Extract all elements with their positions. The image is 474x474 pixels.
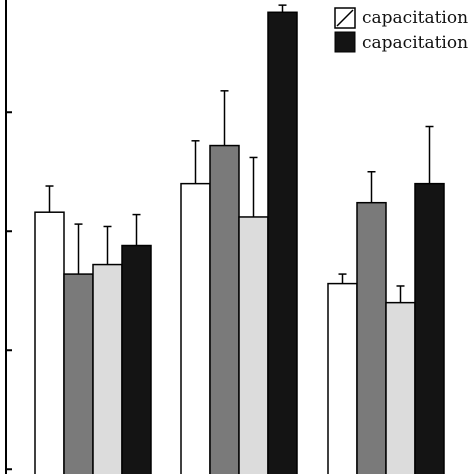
legend-swatch-dark (334, 31, 356, 53)
legend-entry-1: capacitation (334, 7, 468, 29)
bar-group-2-series-2 (209, 144, 240, 474)
bar-group-2-series-3 (238, 216, 269, 474)
bar-group-2-series-4 (267, 11, 298, 474)
bar-group-3-series-3 (385, 301, 416, 474)
y-axis-ticks (6, 111, 12, 471)
legend-entry-2: capacitation (334, 31, 468, 53)
legend-label-2: capacitation (362, 33, 468, 53)
bar-group-1-series-3 (92, 263, 123, 474)
bar-group-2-series-1 (180, 182, 211, 474)
bar-group-3-series-4 (414, 182, 445, 474)
legend-label-1: capacitation (362, 8, 468, 28)
bar-group-1-series-1 (34, 211, 65, 474)
legend-swatch-hatch-line (336, 9, 354, 27)
legend: capacitation capacitation (334, 7, 468, 53)
error-bar-group (45, 4, 434, 303)
bar-group-1-series-4 (121, 244, 152, 474)
bar-group-3-series-1 (327, 282, 358, 474)
bar-group-1-series-2 (63, 273, 94, 474)
bar-series-group (34, 11, 445, 474)
bar-group-3-series-2 (356, 201, 387, 474)
